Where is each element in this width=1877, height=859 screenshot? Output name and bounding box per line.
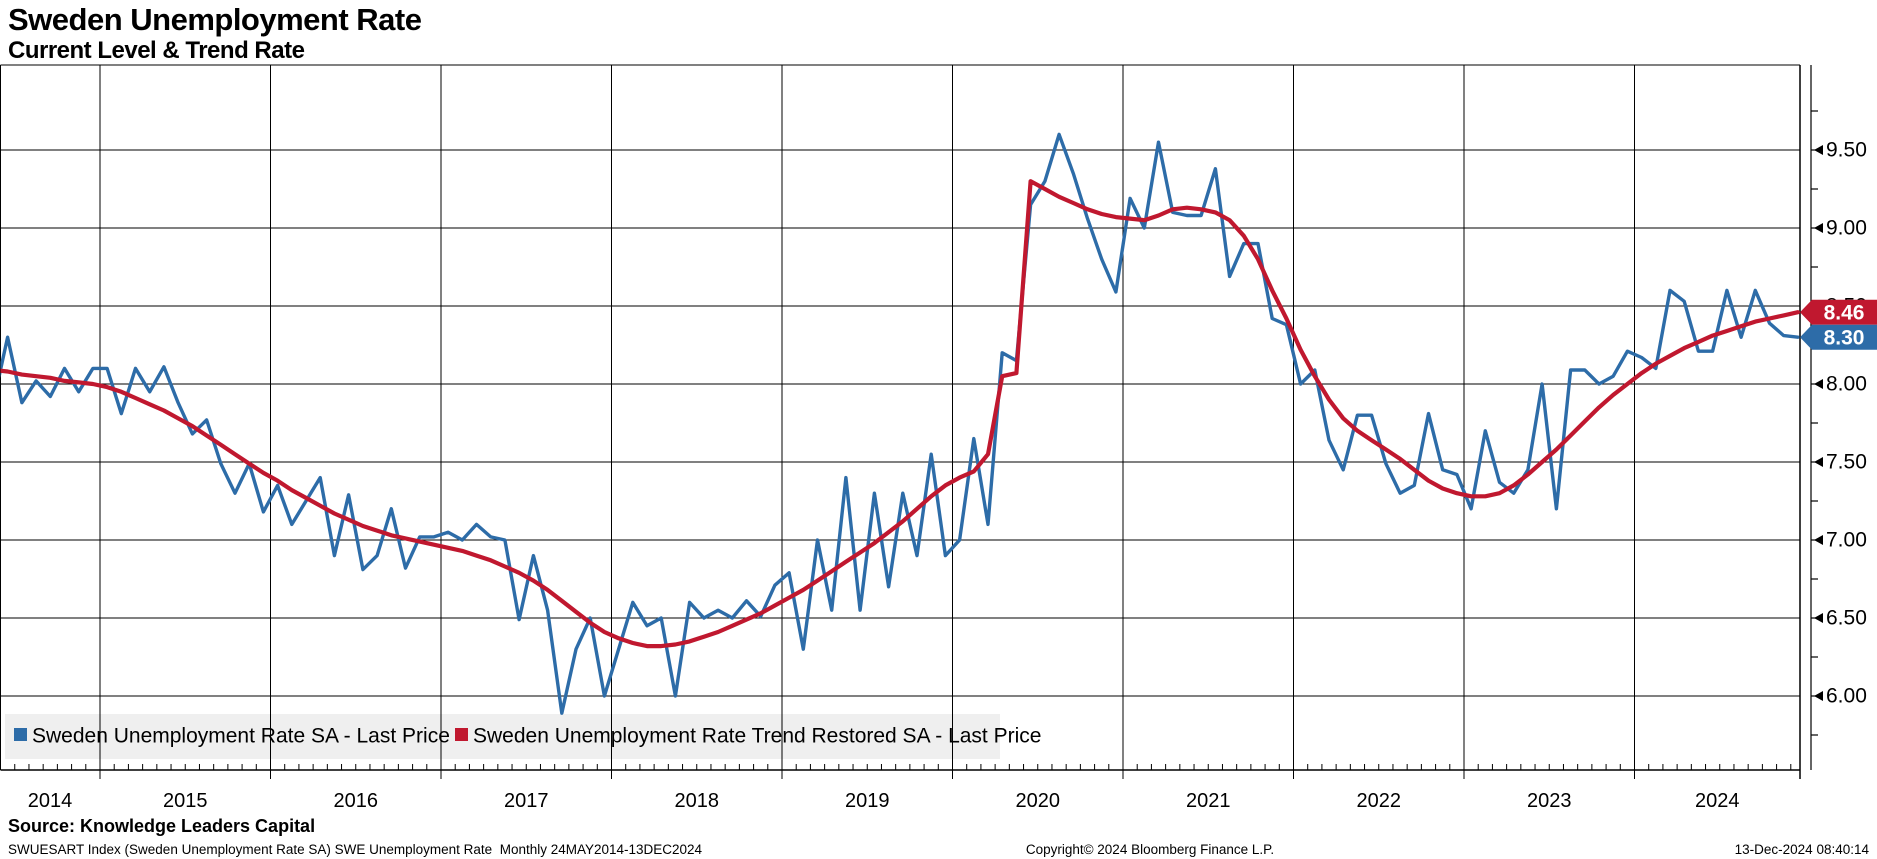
y-axis-label: 8.00 xyxy=(1826,373,1867,396)
x-axis-year-label: 2018 xyxy=(675,790,720,812)
x-axis-year-label: 2016 xyxy=(334,790,379,812)
series-lines xyxy=(0,132,1800,715)
legend: Sweden Unemployment Rate SA - Last Price… xyxy=(14,725,1041,748)
y-axis-label: 7.50 xyxy=(1826,451,1867,474)
y-tick-arrow-icon xyxy=(1814,457,1823,467)
x-axis-labels: 2014 2015 2016 2017 2018 2019 2020 2021 2022 2023… xyxy=(28,790,1740,812)
x-axis-year-label: 2023 xyxy=(1527,790,1572,812)
x-axis-year-label: 2021 xyxy=(1186,790,1231,812)
y-tick-arrow-icon xyxy=(1814,691,1823,701)
x-axis-year-label: 2014 xyxy=(28,790,73,812)
legend-marker-actual-icon xyxy=(14,728,27,741)
series-line-actual xyxy=(0,132,1800,715)
y-axis-label: 6.00 xyxy=(1826,685,1867,708)
x-axis-year-label: 2015 xyxy=(163,790,208,812)
badge-value-label: 8.30 xyxy=(1824,327,1865,350)
footer-timestamp: 13-Dec-2024 08:40:14 xyxy=(1734,842,1869,857)
x-axis-year-label: 2020 xyxy=(1016,790,1061,812)
y-axis-label: 9.50 xyxy=(1826,139,1867,162)
legend-label-actual: Sweden Unemployment Rate SA - Last Price xyxy=(32,725,450,748)
footer-copyright: Copyright© 2024 Bloomberg Finance L.P. xyxy=(1025,842,1275,857)
y-axis-label: 7.00 xyxy=(1826,529,1867,552)
y-tick-arrow-icon xyxy=(1814,379,1823,389)
page-subtitle: Current Level & Trend Rate xyxy=(8,37,305,64)
page-title: Sweden Unemployment Rate xyxy=(8,2,422,37)
last-value-badges: 8.468.30 xyxy=(1800,299,1877,350)
x-axis-year-label: 2017 xyxy=(504,790,549,812)
footer-security-info: SWUESART Index (Sweden Unemployment Rate… xyxy=(8,842,703,857)
y-tick-arrow-icon xyxy=(1814,145,1823,155)
y-tick-arrow-icon xyxy=(1814,613,1823,623)
actual-value-badge xyxy=(1800,324,1877,350)
source-note: Source: Knowledge Leaders Capital xyxy=(8,816,316,836)
trend-value-badge xyxy=(1800,299,1877,325)
y-axis-label: 9.00 xyxy=(1826,217,1867,240)
badge-value-label: 8.46 xyxy=(1824,302,1865,325)
y-axis-label: 6.50 xyxy=(1826,607,1867,630)
y-tick-arrow-icon xyxy=(1814,223,1823,233)
legend-label-trend: Sweden Unemployment Rate Trend Restored … xyxy=(473,725,1041,748)
x-axis-month-ticks xyxy=(14,764,1792,770)
y-tick-arrow-icon xyxy=(1814,535,1823,545)
gridlines xyxy=(0,64,1812,779)
x-axis-year-label: 2022 xyxy=(1357,790,1402,812)
x-axis-year-label: 2019 xyxy=(845,790,890,812)
series-line-trend xyxy=(0,179,1800,649)
x-axis-year-label: 2024 xyxy=(1695,790,1740,812)
legend-marker-trend-icon xyxy=(455,728,468,741)
legend-background xyxy=(5,714,1000,759)
